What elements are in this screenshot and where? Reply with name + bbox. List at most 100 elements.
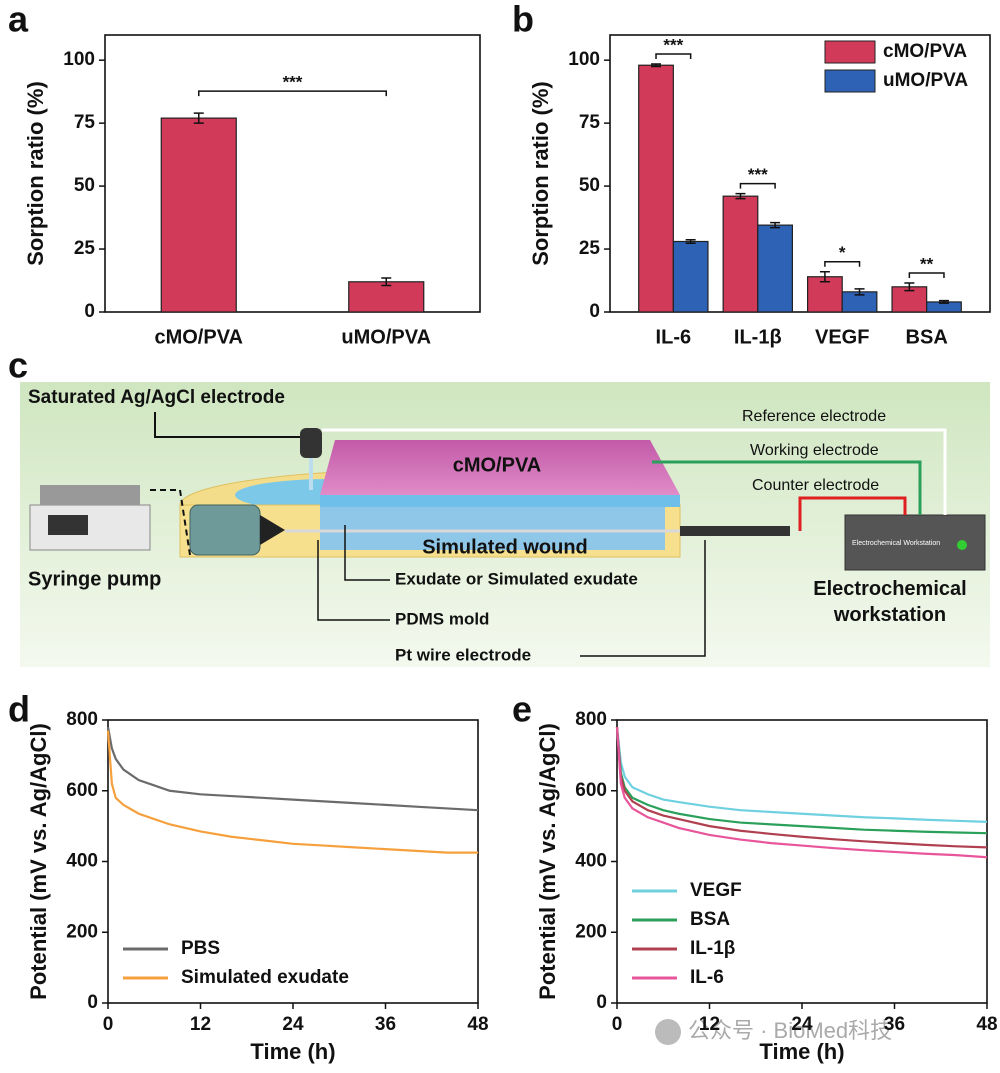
x-tick-label: 48 [467,1014,488,1035]
y-axis-label: Sorption ratio (%) [528,81,553,266]
panel-letter: c [8,345,28,386]
y-tick-label: 100 [63,49,95,70]
y-axis-label: Potential (mV vs. Ag/AgCl) [26,723,51,1000]
label: PDMS mold [395,609,489,628]
wound-well [320,505,665,550]
bar [806,276,843,313]
watermark-icon [655,1019,681,1045]
callout [580,540,706,657]
y-tick-label: 100 [568,49,600,70]
x-tick-label: VEGF [815,326,869,348]
callout [154,412,300,438]
label: Counter electrode [752,477,879,494]
pump-nozzle [189,504,261,556]
line-series [615,726,988,849]
label: Working electrode [750,442,879,459]
legend-label: uMO/PVA [883,70,968,91]
label: Syringe pump [28,568,161,590]
y-tick-label: 200 [66,921,98,942]
bar [722,195,759,313]
x-tick-label: IL-6 [656,326,692,348]
y-tick-label: 0 [87,992,98,1013]
x-tick-label: IL-1β [734,326,782,348]
pump-top [40,485,140,505]
material-pad [320,440,680,495]
legend-label: IL-6 [690,967,724,988]
counter-wire [798,496,907,531]
pump-screen [48,515,88,535]
y-tick-label: 75 [74,112,96,133]
x-tick-label: 0 [612,1014,623,1035]
pump-link [150,489,191,556]
label: cMO/PVA [453,454,542,476]
panel-letter: d [8,689,30,730]
y-tick-label: 25 [579,238,601,259]
significance-bracket [739,182,776,189]
watermark: 公众号 · BioMed科技 [688,1018,892,1043]
error-bar [819,270,830,283]
legend-label: cMO/PVA [883,41,967,62]
y-axis-label: Potential (mV vs. Ag/AgCl) [535,723,560,1000]
reference-wire [322,428,947,515]
x-tick-label: cMO/PVA [154,326,243,348]
x-tick-label: 24 [791,1014,813,1035]
y-tick-label: 600 [66,780,98,801]
x-axis-label: Time (h) [759,1039,844,1064]
label: Simulated wound [422,536,588,558]
device-label: Electrochemical Workstation [852,540,940,547]
significance-label: *** [283,73,303,92]
plot-frame [609,34,991,313]
workstation-led [957,540,967,550]
pt-holder [680,526,790,536]
callout [317,540,390,621]
y-tick-label: 400 [575,851,607,872]
legend-label: PBS [181,938,220,959]
working-wire [652,460,922,515]
bar [757,224,793,313]
y-tick-label: 50 [579,175,600,196]
error-bar [381,277,392,287]
y-tick-label: 800 [575,709,607,730]
y-tick-label: 0 [589,301,600,322]
plot-frame [616,719,988,1004]
error-bar [193,112,204,124]
legend-swatch [824,40,876,64]
panel-letter: b [512,0,534,40]
nozzle-tip [260,515,285,545]
error-bar [904,282,915,292]
y-tick-label: 600 [575,780,607,801]
plot-frame [104,34,481,313]
x-tick-label: BSA [906,326,948,348]
legend-label: IL-1β [690,938,735,959]
x-tick-label: 36 [375,1014,396,1035]
y-axis-label: Sorption ratio (%) [23,81,48,266]
pad-base [320,495,680,507]
error-bar [651,63,662,68]
y-tick-label: 0 [596,992,607,1013]
x-tick-label: 36 [884,1014,905,1035]
x-axis-label: Time (h) [250,1039,335,1064]
plot-frame [107,719,479,1004]
significance-bracket [198,90,387,97]
label: Electrochemical workstation [813,578,967,626]
y-tick-label: 50 [74,175,95,196]
significance-bracket [655,53,692,59]
line-series [615,727,988,859]
line-series [615,726,988,835]
legend-label: Simulated exudate [181,967,349,988]
label: Reference electrode [742,408,886,425]
x-tick-label: 12 [699,1014,720,1035]
significance-label: ** [920,255,934,274]
y-tick-label: 25 [74,238,96,259]
y-tick-label: 0 [84,301,95,322]
error-bar [770,221,781,229]
significance-bracket [824,260,861,267]
y-tick-label: 400 [66,851,98,872]
callout [344,525,390,581]
line-series [106,730,478,854]
error-bar [735,192,746,200]
bar [160,117,237,313]
legend-label: VEGF [690,880,742,901]
